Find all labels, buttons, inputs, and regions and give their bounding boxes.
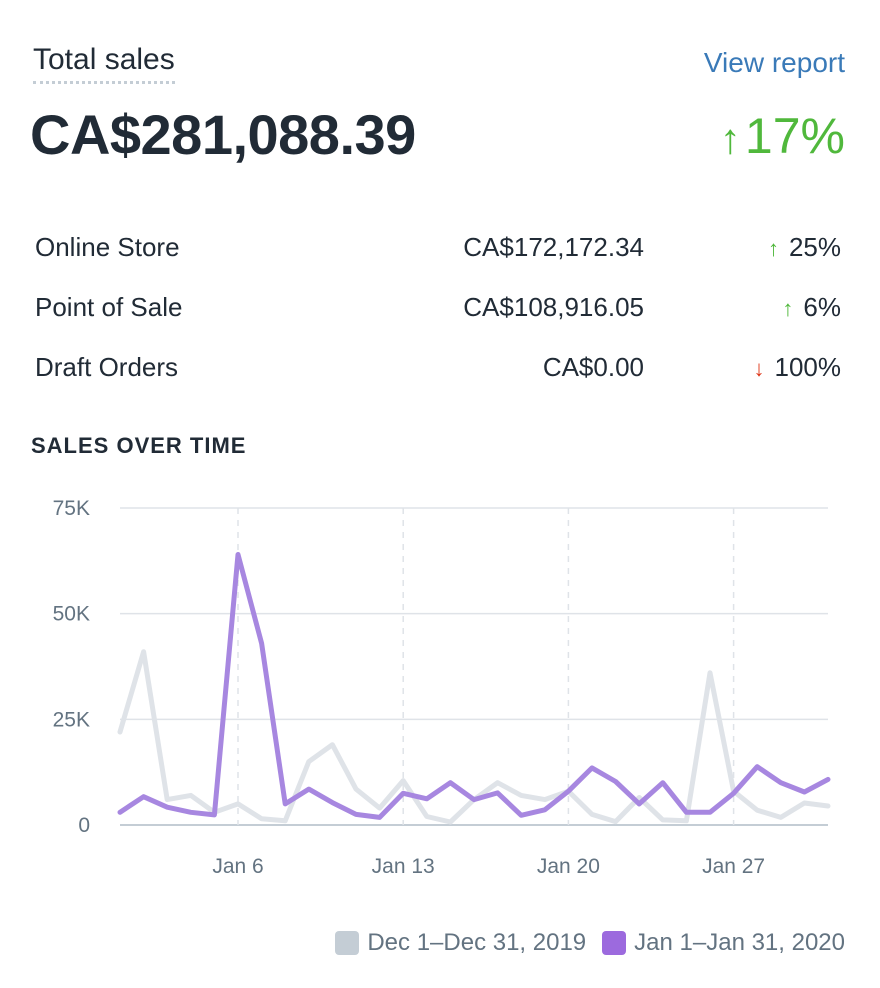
breakdown-row-online-store: Online Store CA$172,172.34 ↑ 25% — [35, 225, 841, 285]
breakdown-row-point-of-sale: Point of Sale CA$108,916.05 ↑ 6% — [35, 285, 841, 345]
channel-value: CA$108,916.05 — [463, 292, 644, 322]
card-title[interactable]: Total sales — [33, 42, 175, 84]
arrow-down-icon: ↓ — [753, 356, 765, 381]
y-tick-label: 25K — [53, 708, 90, 731]
view-report-link[interactable]: View report — [703, 47, 845, 78]
change-percent: 25% — [788, 232, 841, 262]
arrow-up-icon: ↑ — [767, 236, 779, 261]
arrow-up-icon: ↑ — [782, 296, 794, 321]
channel-label: Online Store — [35, 232, 180, 262]
total-sales-value: CA$281,088.39 — [30, 103, 416, 166]
channel-label: Draft Orders — [35, 352, 179, 382]
total-change-value: 17% — [744, 108, 845, 164]
section-title: SALES OVER TIME — [31, 433, 247, 458]
channel-change: ↑ 25% — [768, 225, 841, 271]
channel-value: CA$172,172.34 — [463, 232, 644, 262]
x-tick-label: Jan 20 — [537, 855, 600, 878]
x-tick-label: Jan 27 — [702, 855, 765, 878]
channel-label: Point of Sale — [35, 292, 183, 322]
channel-breakdown: Online Store CA$172,172.34 ↑ 25% Point of… — [35, 225, 841, 405]
series-line-current — [117, 552, 831, 820]
legend-label: Dec 1–Dec 31, 2019 — [367, 929, 587, 956]
y-tick-label: 0 — [78, 814, 90, 837]
channel-change: ↓ 100% — [754, 345, 842, 391]
x-tick-label: Jan 6 — [212, 855, 263, 878]
y-tick-label: 50K — [53, 603, 90, 626]
sales-over-time-chart[interactable]: 0 25K 50K 75K Jan 6 Jan 13 Jan 20 Jan 27 — [0, 490, 880, 890]
legend-swatch — [335, 931, 360, 955]
legend-swatch — [602, 931, 627, 955]
x-tick-label: Jan 13 — [372, 855, 435, 878]
change-percent: 100% — [774, 352, 842, 382]
chart-legend: Dec 1–Dec 31, 2019 Jan 1–Jan 31, 2020 — [319, 928, 845, 958]
legend-item-current[interactable]: Jan 1–Jan 31, 2020 — [602, 928, 845, 958]
total-change-badge: ↑17% — [720, 106, 845, 169]
change-percent: 6% — [803, 292, 841, 322]
arrow-up-icon: ↑ — [719, 115, 741, 162]
breakdown-row-draft-orders: Draft Orders CA$0.00 ↓ 100% — [35, 345, 841, 405]
channel-change: ↑ 6% — [782, 285, 841, 331]
legend-label: Jan 1–Jan 31, 2020 — [634, 929, 845, 956]
legend-item-previous[interactable]: Dec 1–Dec 31, 2019 — [335, 928, 586, 958]
y-tick-label: 75K — [53, 497, 90, 520]
channel-value: CA$0.00 — [542, 352, 644, 382]
